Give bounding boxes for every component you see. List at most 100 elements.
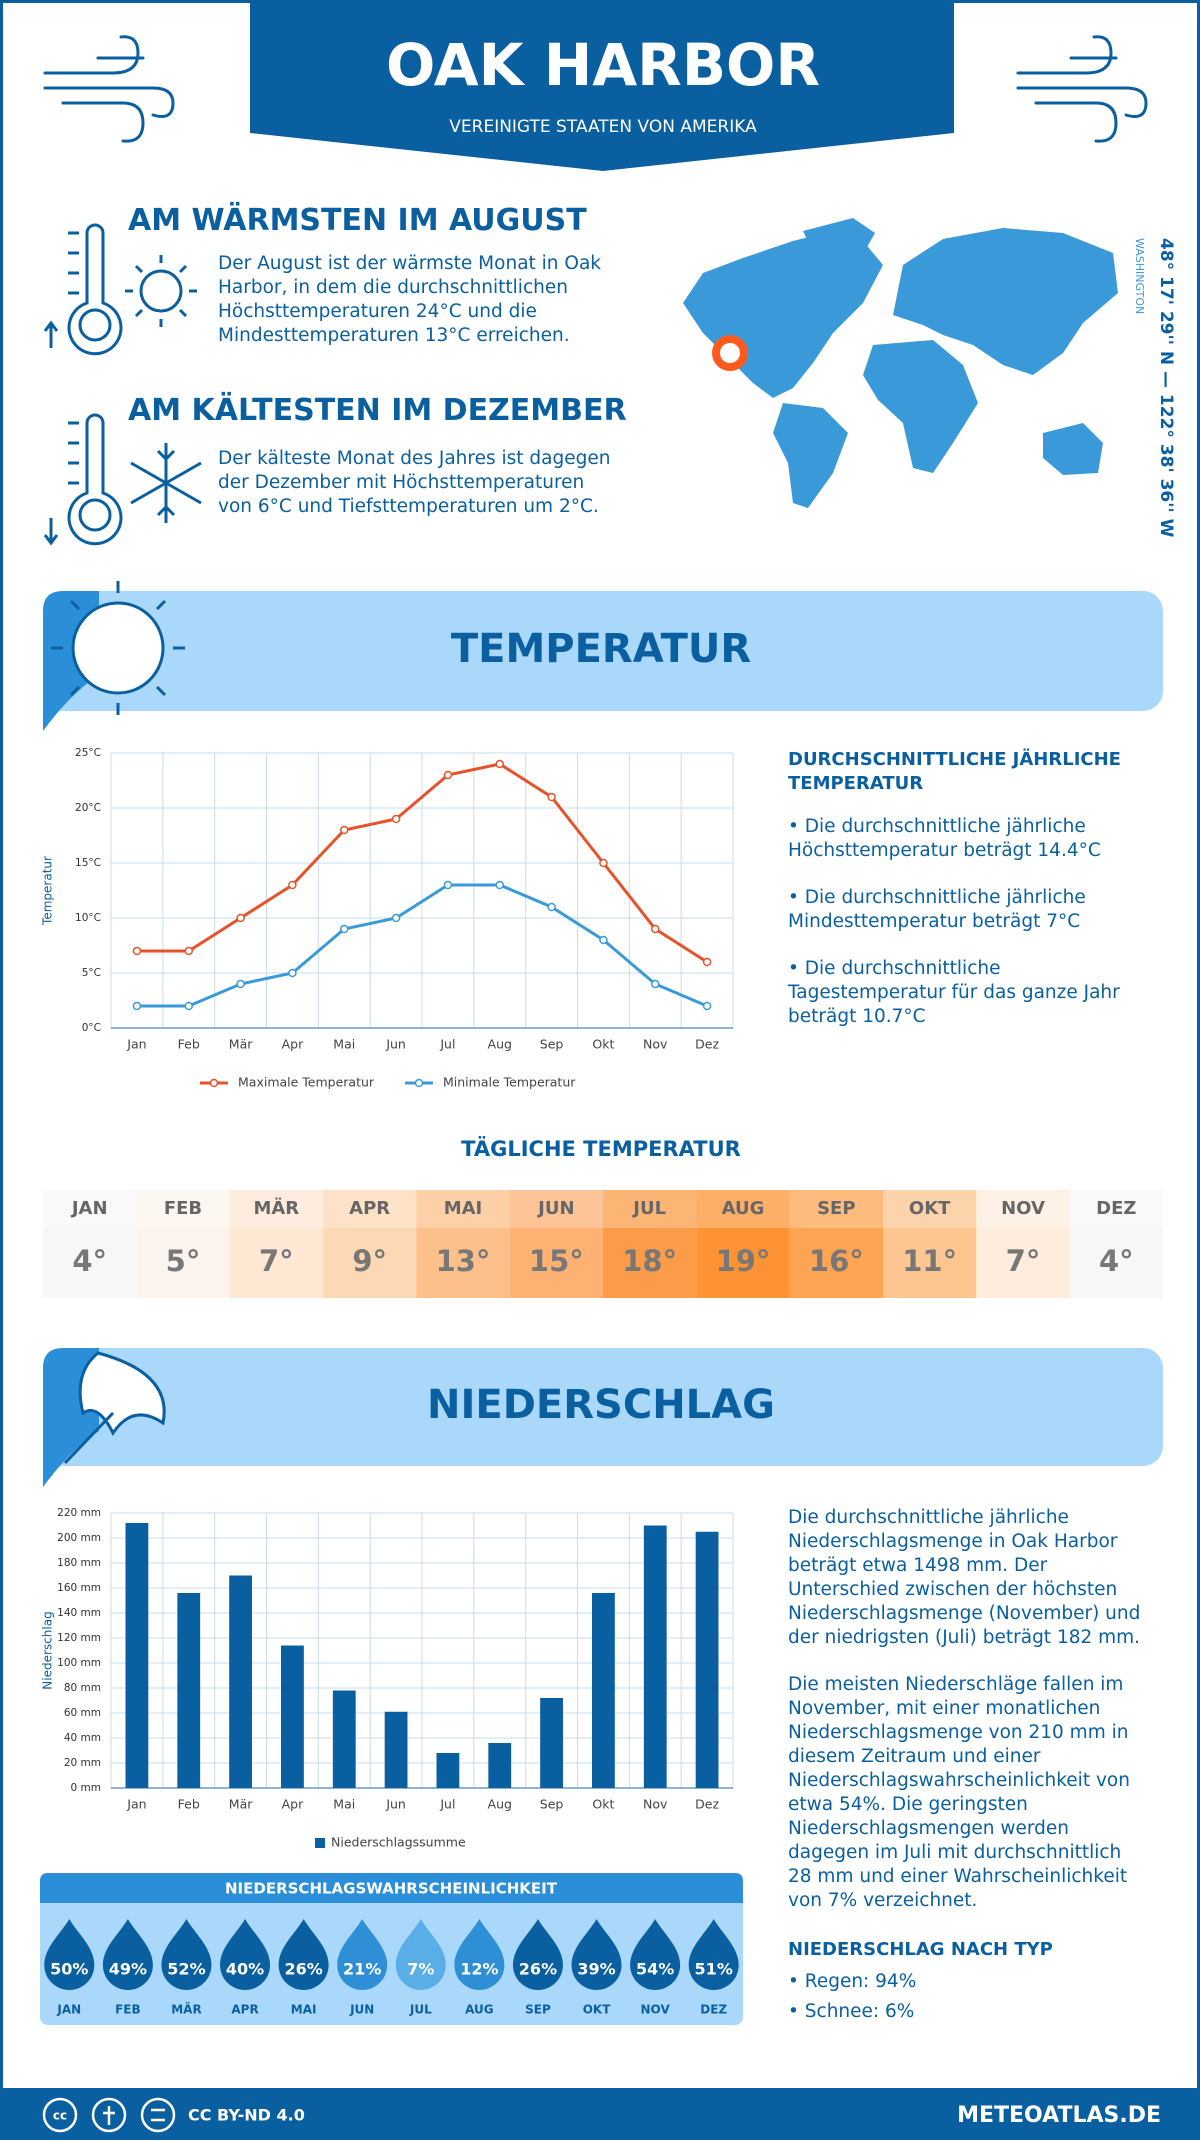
y-tick-label: 180 mm	[57, 1557, 101, 1569]
drop-label: 52%	[167, 1960, 205, 1979]
precip-paragraph: Die meisten Niederschläge fallen im Nove…	[788, 1674, 1130, 1911]
month-label: FEB	[164, 1198, 202, 1219]
graphics: NIEDERSCHLAGSWAHRSCHEINLICHKEIT cc CC BY…	[3, 3, 1197, 2137]
x-tick-label: Sep	[540, 1797, 564, 1812]
drop-month: SEP	[525, 2003, 551, 2017]
header-banner	[250, 3, 954, 171]
month-cell	[229, 1190, 323, 1298]
point	[599, 935, 608, 945]
point	[651, 979, 660, 989]
month-label: DEZ	[1096, 1198, 1136, 1219]
drop-month: DEZ	[700, 2003, 727, 2017]
y-tick-label: 10°C	[75, 912, 101, 924]
bar	[488, 1743, 512, 1788]
point	[599, 858, 608, 868]
drop-month: AUG	[465, 2003, 494, 2017]
drop	[571, 1919, 622, 1990]
y-tick-label: 100 mm	[57, 1657, 101, 1669]
y-tick-label: 20°C	[75, 802, 101, 814]
city-title: OAK HARBOR	[386, 31, 820, 99]
month-cell	[509, 1190, 603, 1298]
warmest-heading: AM WÄRMSTEN IM AUGUST	[128, 203, 587, 238]
month-value: 4°	[72, 1244, 107, 1278]
point	[184, 1001, 193, 1011]
y-tick-label: 15°C	[75, 857, 101, 869]
point	[391, 814, 401, 824]
point	[495, 759, 504, 769]
month-label: JAN	[70, 1198, 108, 1219]
x-tick-label: Aug	[488, 1037, 512, 1052]
license: CC BY-ND 4.0	[188, 2106, 305, 2125]
month-value: 18°	[622, 1244, 677, 1278]
summary-bullet: • Die durchschnittliche Tagestemperatur …	[788, 958, 1120, 1027]
drop-label: 21%	[343, 1960, 381, 1979]
x-tick-label: Jan	[126, 1797, 146, 1812]
x-tick-label: Aug	[488, 1797, 512, 1812]
bar	[643, 1525, 667, 1788]
month-header-tint	[323, 1190, 417, 1228]
legend-label: Maximale Temperatur	[238, 1075, 375, 1090]
wind-icon	[43, 35, 1148, 143]
point	[184, 946, 193, 956]
bar	[436, 1753, 460, 1788]
month-value: 7°	[259, 1244, 294, 1278]
bar	[695, 1531, 719, 1788]
thermometer-icons	[43, 223, 202, 546]
drop-month: MÄR	[171, 2002, 201, 2017]
drop-month: JUN	[349, 2003, 374, 2017]
month-cell	[883, 1190, 977, 1298]
sun-icon	[51, 581, 185, 715]
bar	[332, 1690, 356, 1788]
bar	[592, 1593, 615, 1788]
precip-paragraph: Die durchschnittliche jährliche Niedersc…	[788, 1507, 1141, 1648]
x-tick-label: Jun	[385, 1797, 406, 1812]
legend-label: Minimale Temperatur	[443, 1075, 576, 1090]
point	[702, 1001, 712, 1011]
drop-month: JAN	[56, 2003, 81, 2017]
legend-point	[209, 1078, 219, 1088]
x-tick-label: Dez	[695, 1797, 719, 1812]
x-tick-label: Sep	[540, 1037, 564, 1052]
x-tick-label: Apr	[282, 1037, 304, 1052]
drop	[44, 1919, 95, 1991]
summary-bullet: • Die durchschnittliche jährliche Mindes…	[788, 887, 1086, 932]
umbrella-icon	[63, 1351, 166, 1465]
drop-label: 49%	[109, 1960, 147, 1979]
legend-label: Niederschlagssumme	[331, 1835, 466, 1850]
drop-month: JUL	[409, 2003, 432, 2017]
month-header-tint	[229, 1190, 323, 1228]
x-tick-label: Okt	[592, 1797, 614, 1812]
coldest-heading: AM KÄLTESTEN IM DEZEMBER	[128, 393, 627, 428]
y-tick-label: 200 mm	[57, 1532, 101, 1544]
drop	[102, 1919, 153, 1990]
y-tick-label: 0°C	[82, 1022, 101, 1034]
drop-label: 12%	[460, 1960, 498, 1979]
type-item: • Regen: 94%	[788, 1971, 917, 1992]
probability-panel	[40, 1873, 743, 2025]
month-cell	[789, 1190, 883, 1298]
legend-swatch	[315, 1838, 325, 1848]
month-cell	[323, 1190, 417, 1298]
month-label: APR	[349, 1198, 390, 1219]
line	[136, 883, 708, 1008]
month-label: MAI	[444, 1198, 483, 1219]
month-header-tint	[603, 1190, 697, 1228]
bar	[540, 1698, 563, 1788]
month-header-tint	[976, 1190, 1070, 1228]
world-map	[683, 218, 1118, 508]
month-value: 16°	[809, 1244, 864, 1278]
site-name[interactable]: METEOATLAS.DE	[957, 2103, 1161, 2128]
drop-label: 7%	[407, 1960, 434, 1979]
point	[236, 979, 245, 989]
type-item: • Schnee: 6%	[788, 2001, 915, 2022]
month-header-tint	[789, 1190, 883, 1228]
x-tick-label: Feb	[178, 1037, 200, 1052]
drop	[220, 1919, 271, 1990]
cc-icon-text: cc	[53, 2109, 67, 2123]
point	[340, 825, 349, 835]
point	[443, 770, 453, 780]
x-tick-label: Mai	[333, 1037, 355, 1052]
bar	[384, 1711, 408, 1788]
month-value: 19°	[716, 1244, 771, 1278]
